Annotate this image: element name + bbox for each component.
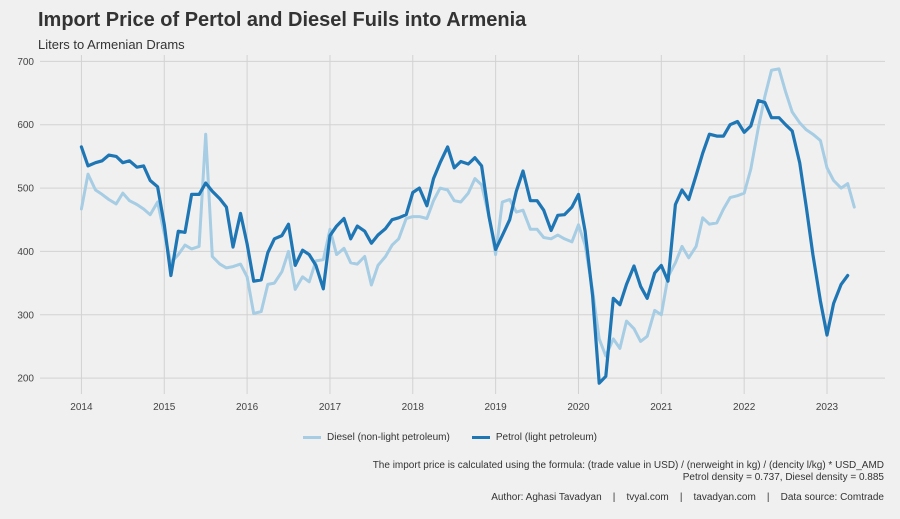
legend-swatch-petrol (471, 436, 490, 439)
x-tick-label: 2021 (650, 402, 673, 413)
chart-legend: Diesel (non-light petroleum) Petrol (lig… (0, 432, 900, 443)
legend-label-petrol: Petrol (light petroleum) (495, 432, 597, 443)
legend-item-diesel: Diesel (non-light petroleum) (303, 432, 450, 443)
x-tick-label: 2017 (319, 402, 342, 413)
chart-series (79, 67, 856, 385)
x-tick-label: 2019 (485, 402, 508, 413)
series-line-petrol (79, 99, 850, 385)
chart-axes: 200 300 400 500 600 700 2014 2015 2016 2017 2018 20… (17, 57, 838, 413)
caption-formula: The import price is calculated using the… (372, 460, 884, 471)
legend-item-petrol: Petrol (light petroleum) (471, 432, 597, 443)
chart-title: Import Price of Pertol and Diesel Fuils … (38, 9, 527, 31)
x-tick-label: 2015 (153, 402, 176, 413)
chart-credits: Author: Aghasi Tavadyan | tvyal.com | ta… (491, 492, 884, 503)
x-tick-label: 2022 (733, 402, 756, 413)
series-line-diesel (79, 67, 856, 358)
y-tick-label: 500 (17, 184, 34, 195)
x-tick-label: 2023 (816, 402, 839, 413)
chart-subtitle: Liters to Armenian Drams (38, 37, 185, 52)
y-tick-label: 200 (17, 374, 34, 385)
x-tick-label: 2016 (236, 402, 259, 413)
legend-label-diesel: Diesel (non-light petroleum) (327, 432, 450, 443)
x-tick-label: 2018 (402, 402, 425, 413)
caption-densities: Petrol density = 0.737, Diesel density =… (682, 472, 884, 483)
y-tick-label: 300 (17, 310, 34, 321)
y-tick-label: 600 (17, 120, 34, 131)
chart-caption: The import price is calculated using the… (373, 460, 884, 484)
y-tick-label: 700 (17, 57, 34, 68)
x-tick-label: 2020 (567, 402, 590, 413)
legend-swatch-diesel (303, 436, 321, 439)
y-tick-label: 400 (17, 247, 34, 258)
x-tick-label: 2014 (70, 402, 93, 413)
